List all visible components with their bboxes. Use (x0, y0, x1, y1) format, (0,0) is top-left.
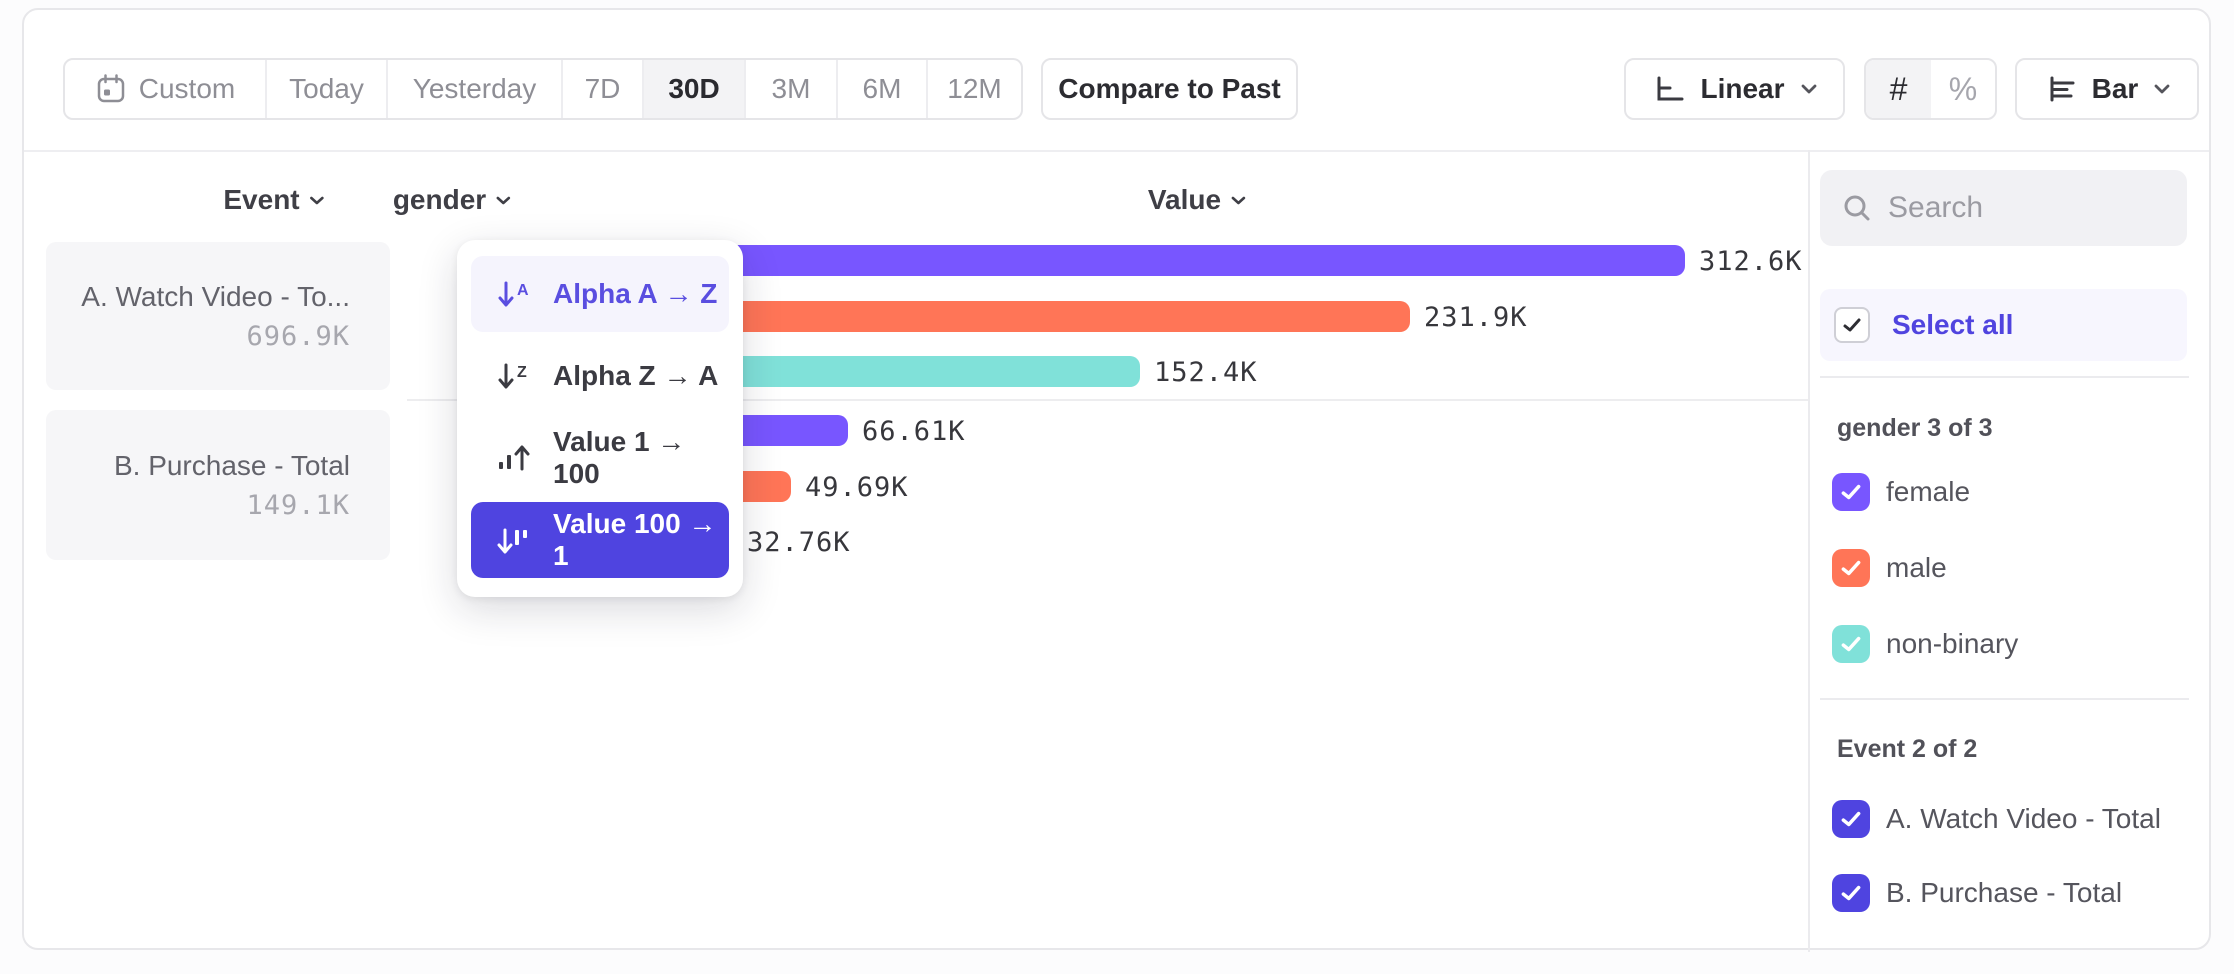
toolbar-divider (24, 150, 2209, 152)
sidebar-section-divider (1820, 698, 2189, 700)
linear-axis-icon (1657, 76, 1684, 101)
filter-row-non-binary[interactable]: non-binary (1832, 625, 2018, 663)
date-range-30d[interactable]: 30D (644, 60, 746, 118)
check-icon (1843, 318, 1861, 332)
calendar-icon (97, 74, 125, 103)
filter-label: B. Purchase - Total (1886, 877, 2123, 908)
date-range-7d[interactable]: 7D (563, 60, 644, 118)
event-card-a[interactable]: A. Watch Video - To... 696.9K (46, 242, 390, 390)
bar-value-label: 312.6K (1699, 246, 1803, 277)
filter-row-purchase[interactable]: B. Purchase - Total (1832, 874, 2122, 912)
sidebar-search[interactable] (1820, 170, 2187, 246)
select-all-label: Select all (1892, 309, 2014, 340)
chevron-down-icon (1801, 84, 1816, 94)
chevron-down-icon (310, 196, 324, 204)
date-range-6m[interactable]: 6M (838, 60, 928, 118)
sort-value-asc-icon (499, 445, 530, 471)
svg-text:A: A (517, 282, 529, 299)
filter-label: male (1886, 552, 1947, 583)
filter-label: A. Watch Video - Total (1886, 803, 2161, 834)
gender-section-title: gender 3 of 3 (1837, 414, 1993, 442)
event-name: B. Purchase - Total (113, 449, 350, 481)
sidebar-divider (1808, 150, 1810, 952)
male-checkbox[interactable] (1832, 549, 1870, 587)
scale-dropdown[interactable]: Linear (1624, 58, 1845, 120)
event-column-header[interactable]: Event (223, 184, 324, 216)
non-binary-checkbox[interactable] (1832, 625, 1870, 663)
filter-label: non-binary (1886, 628, 2019, 659)
check-icon (1841, 811, 1861, 827)
event-card-b[interactable]: B. Purchase - Total 149.1K (46, 410, 390, 560)
bar-value-label: 152.4K (1154, 357, 1258, 388)
sort-value-desc[interactable]: Value 100 → 1 (471, 502, 729, 578)
value-format-toggle: # % (1864, 58, 1997, 120)
select-all-row[interactable]: Select all (1820, 289, 2187, 361)
select-all-checkbox[interactable] (1834, 307, 1870, 343)
sidebar-section-divider (1820, 376, 2189, 378)
date-range-12m[interactable]: 12M (947, 73, 1002, 104)
report-card: Custom Today Yesterday 7D 30D 3M 6M 12M … (22, 8, 2211, 952)
date-range-today[interactable]: Today (267, 60, 388, 118)
sort-dropdown-menu: A Alpha A → Z Z Alpha Z → A Value 1 → 10… (457, 240, 743, 597)
date-range-3m[interactable]: 3M (746, 60, 838, 118)
sort-alpha-desc-icon: Z (498, 363, 527, 389)
bar-value-label: 66.61K (862, 416, 966, 447)
date-range-yesterday[interactable]: Yesterday (388, 60, 563, 118)
bar-value-label: 32.76K (747, 527, 851, 558)
sort-alpha-a-z[interactable]: A Alpha A → Z (471, 256, 729, 332)
event-total-value: 149.1K (246, 489, 350, 521)
absolute-number-toggle[interactable]: # (1866, 60, 1931, 118)
filter-row-male[interactable]: male (1832, 549, 1947, 587)
filter-row-watch-video[interactable]: A. Watch Video - Total (1832, 800, 2161, 838)
sort-alpha-z-a[interactable]: Z Alpha Z → A (471, 338, 729, 414)
filter-label: female (1886, 476, 1971, 507)
bar-chart-icon (2050, 76, 2075, 102)
purchase-checkbox[interactable] (1832, 874, 1870, 912)
date-range-custom[interactable]: Custom (65, 60, 267, 118)
check-icon (1841, 484, 1861, 500)
breakdown-column-header[interactable]: gender (393, 184, 511, 216)
chart-type-dropdown[interactable]: Bar (2015, 58, 2199, 120)
percent-toggle[interactable]: % (1948, 70, 1978, 107)
event-section-title: Event 2 of 2 (1837, 735, 1978, 763)
bar-value-label: 49.69K (805, 472, 909, 503)
event-name: A. Watch Video - To... (81, 280, 350, 312)
check-icon (1841, 885, 1861, 901)
search-icon (1844, 195, 1870, 221)
female-checkbox[interactable] (1832, 473, 1870, 511)
bar-female-watch-video[interactable] (622, 245, 1685, 276)
sort-value-asc[interactable]: Value 1 → 100 (471, 420, 729, 496)
sort-value-desc-icon (497, 528, 527, 554)
date-range-label: Custom (138, 73, 236, 104)
chevron-down-icon (1231, 196, 1246, 204)
bar-value-label: 231.9K (1424, 302, 1528, 333)
watch-video-checkbox[interactable] (1832, 800, 1870, 838)
event-total-value: 696.9K (246, 320, 350, 352)
svg-text:Z: Z (517, 364, 527, 381)
check-icon (1841, 560, 1861, 576)
date-range-control: Custom Today Yesterday 7D 30D 3M 6M 12M (63, 58, 1023, 120)
sort-alpha-asc-icon: A (498, 281, 529, 307)
chevron-down-icon (2154, 84, 2170, 94)
value-column-header[interactable]: Value (1148, 184, 1246, 216)
bar-male-watch-video[interactable] (622, 301, 1410, 332)
compare-to-past-button[interactable]: Compare to Past (1041, 58, 1298, 120)
chevron-down-icon (496, 196, 511, 204)
group-divider (407, 399, 1808, 401)
search-input[interactable] (1888, 191, 2158, 225)
check-icon (1841, 636, 1861, 652)
filter-row-female[interactable]: female (1832, 473, 1970, 511)
